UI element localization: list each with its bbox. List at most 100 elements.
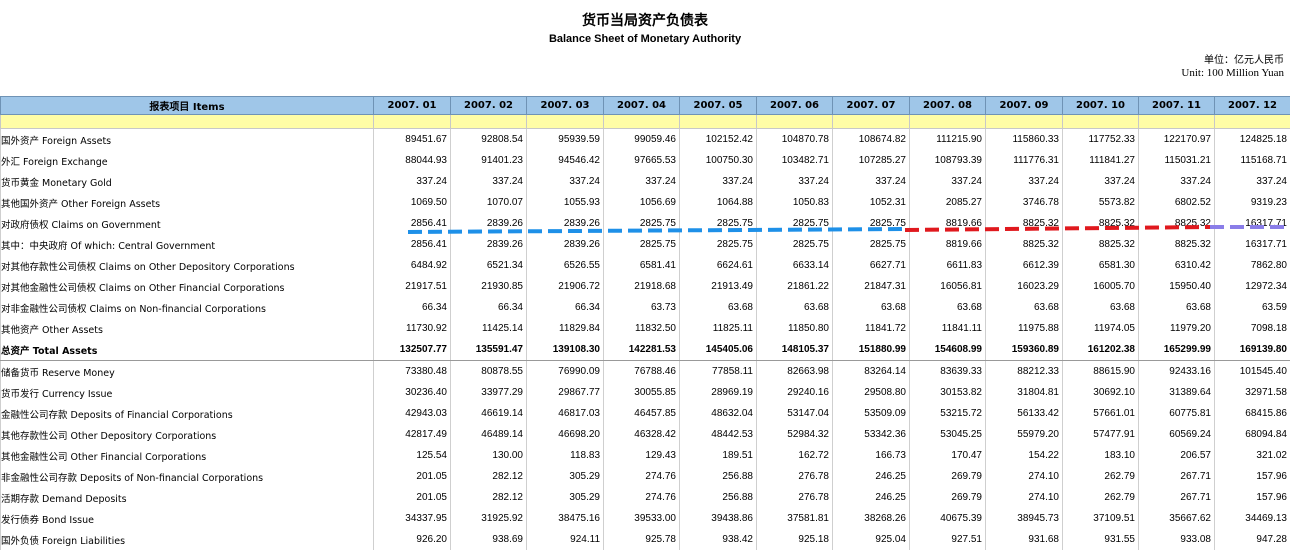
- value-cell: 35667.62: [1138, 508, 1215, 529]
- value-cell: 2825.75: [832, 213, 910, 234]
- band-cell: [0, 114, 374, 129]
- table-row: 国外资产 Foreign Assets 89451.67 92808.54 95939…: [0, 128, 1290, 150]
- value-cell: 151880.99: [832, 339, 910, 361]
- value-cell: 189.51: [679, 445, 757, 466]
- month-header: 2007. 04: [603, 96, 680, 115]
- value-cell: 7862.80: [1214, 255, 1290, 276]
- band-cell: [985, 114, 1063, 129]
- value-cell: 28969.19: [679, 382, 757, 403]
- value-cell: 108674.82: [832, 128, 910, 150]
- row-label: 国外资产 Foreign Assets: [0, 128, 374, 150]
- value-cell: 60775.81: [1138, 403, 1215, 424]
- value-cell: 925.04: [832, 529, 910, 550]
- row-label: 对其他存款性公司债权 Claims on Other Depository Co…: [0, 255, 374, 276]
- value-cell: 29508.80: [832, 382, 910, 403]
- row-label: 总资产 Total Assets: [0, 339, 374, 361]
- value-cell: 111215.90: [909, 128, 986, 150]
- value-cell: 269.79: [909, 466, 986, 487]
- month-header: 2007. 05: [679, 96, 757, 115]
- value-cell: 2839.26: [526, 234, 604, 255]
- value-cell: 53342.36: [832, 424, 910, 445]
- table-row: 其他存款性公司 Other Depository Corporations 428…: [0, 424, 1290, 445]
- value-cell: 6627.71: [832, 255, 910, 276]
- value-cell: 6581.30: [1062, 255, 1139, 276]
- band-cell: [909, 114, 986, 129]
- value-cell: 30153.82: [909, 382, 986, 403]
- value-cell: 92433.16: [1138, 360, 1215, 382]
- value-cell: 6633.14: [756, 255, 833, 276]
- value-cell: 1055.93: [526, 192, 604, 213]
- value-cell: 7098.18: [1214, 318, 1290, 339]
- value-cell: 11974.05: [1062, 318, 1139, 339]
- value-cell: 46619.14: [450, 403, 527, 424]
- table-row: 外汇 Foreign Exchange 88044.93 91401.23 94546…: [0, 150, 1290, 171]
- value-cell: 63.73: [603, 297, 680, 318]
- value-cell: 154608.99: [909, 339, 986, 361]
- value-cell: 165299.99: [1138, 339, 1215, 361]
- value-cell: 931.68: [985, 529, 1063, 550]
- value-cell: 29867.77: [526, 382, 604, 403]
- value-cell: 83264.14: [832, 360, 910, 382]
- band-cell: [832, 114, 910, 129]
- band-cell: [450, 114, 527, 129]
- value-cell: 246.25: [832, 466, 910, 487]
- value-cell: 30692.10: [1062, 382, 1139, 403]
- row-label: 活期存款 Demand Deposits: [0, 487, 374, 508]
- value-cell: 11850.80: [756, 318, 833, 339]
- value-cell: 274.76: [603, 466, 680, 487]
- items-header: 报表项目 Items: [0, 96, 374, 115]
- value-cell: 256.88: [679, 487, 757, 508]
- value-cell: 92808.54: [450, 128, 527, 150]
- row-label: 其他国外资产 Other Foreign Assets: [0, 192, 374, 213]
- value-cell: 53215.72: [909, 403, 986, 424]
- table-row: 其他资产 Other Assets 11730.92 11425.14 11829.8…: [0, 318, 1290, 339]
- value-cell: 337.24: [1062, 171, 1139, 192]
- value-cell: 166.73: [832, 445, 910, 466]
- value-cell: 21918.68: [603, 276, 680, 297]
- value-cell: 11975.88: [985, 318, 1063, 339]
- value-cell: 52984.32: [756, 424, 833, 445]
- value-cell: 947.28: [1214, 529, 1290, 550]
- month-header: 2007. 07: [832, 96, 910, 115]
- value-cell: 16023.29: [985, 276, 1063, 297]
- value-cell: 97665.53: [603, 150, 680, 171]
- value-cell: 11829.84: [526, 318, 604, 339]
- value-cell: 132507.77: [373, 339, 451, 361]
- value-cell: 99059.46: [603, 128, 680, 150]
- value-cell: 262.79: [1062, 487, 1139, 508]
- value-cell: 30055.85: [603, 382, 680, 403]
- value-cell: 11832.50: [603, 318, 680, 339]
- value-cell: 21906.72: [526, 276, 604, 297]
- value-cell: 103482.71: [756, 150, 833, 171]
- value-cell: 8825.32: [1138, 234, 1215, 255]
- band-cell: [679, 114, 757, 129]
- value-cell: 66.34: [450, 297, 527, 318]
- value-cell: 48442.53: [679, 424, 757, 445]
- value-cell: 21930.85: [450, 276, 527, 297]
- value-cell: 91401.23: [450, 150, 527, 171]
- table-row: 储备货币 Reserve Money 73380.48 80878.55 76990.…: [0, 360, 1290, 382]
- month-header: 2007. 01: [373, 96, 451, 115]
- value-cell: 39438.86: [679, 508, 757, 529]
- value-cell: 31389.64: [1138, 382, 1215, 403]
- row-label: 对其他金融性公司债权 Claims on Other Financial Cor…: [0, 276, 374, 297]
- value-cell: 305.29: [526, 487, 604, 508]
- value-cell: 2856.41: [373, 234, 451, 255]
- value-cell: 122170.97: [1138, 128, 1215, 150]
- table-row: 活期存款 Demand Deposits 201.05 282.12 305.29 27…: [0, 487, 1290, 508]
- value-cell: 82663.98: [756, 360, 833, 382]
- value-cell: 1056.69: [603, 192, 680, 213]
- value-cell: 16317.71: [1214, 213, 1290, 234]
- row-label: 其他资产 Other Assets: [0, 318, 374, 339]
- value-cell: 5573.82: [1062, 192, 1139, 213]
- table-row: 对其他金融性公司债权 Claims on Other Financial Cor…: [0, 276, 1290, 297]
- value-cell: 925.78: [603, 529, 680, 550]
- value-cell: 73380.48: [373, 360, 451, 382]
- value-cell: 6612.39: [985, 255, 1063, 276]
- value-cell: 42943.03: [373, 403, 451, 424]
- value-cell: 94546.42: [526, 150, 604, 171]
- value-cell: 66.34: [526, 297, 604, 318]
- table-row: 对非金融性公司债权 Claims on Non-financial Corpor…: [0, 297, 1290, 318]
- value-cell: 16317.71: [1214, 234, 1290, 255]
- row-label: 非金融性公司存款 Deposits of Non-financial Corpo…: [0, 466, 374, 487]
